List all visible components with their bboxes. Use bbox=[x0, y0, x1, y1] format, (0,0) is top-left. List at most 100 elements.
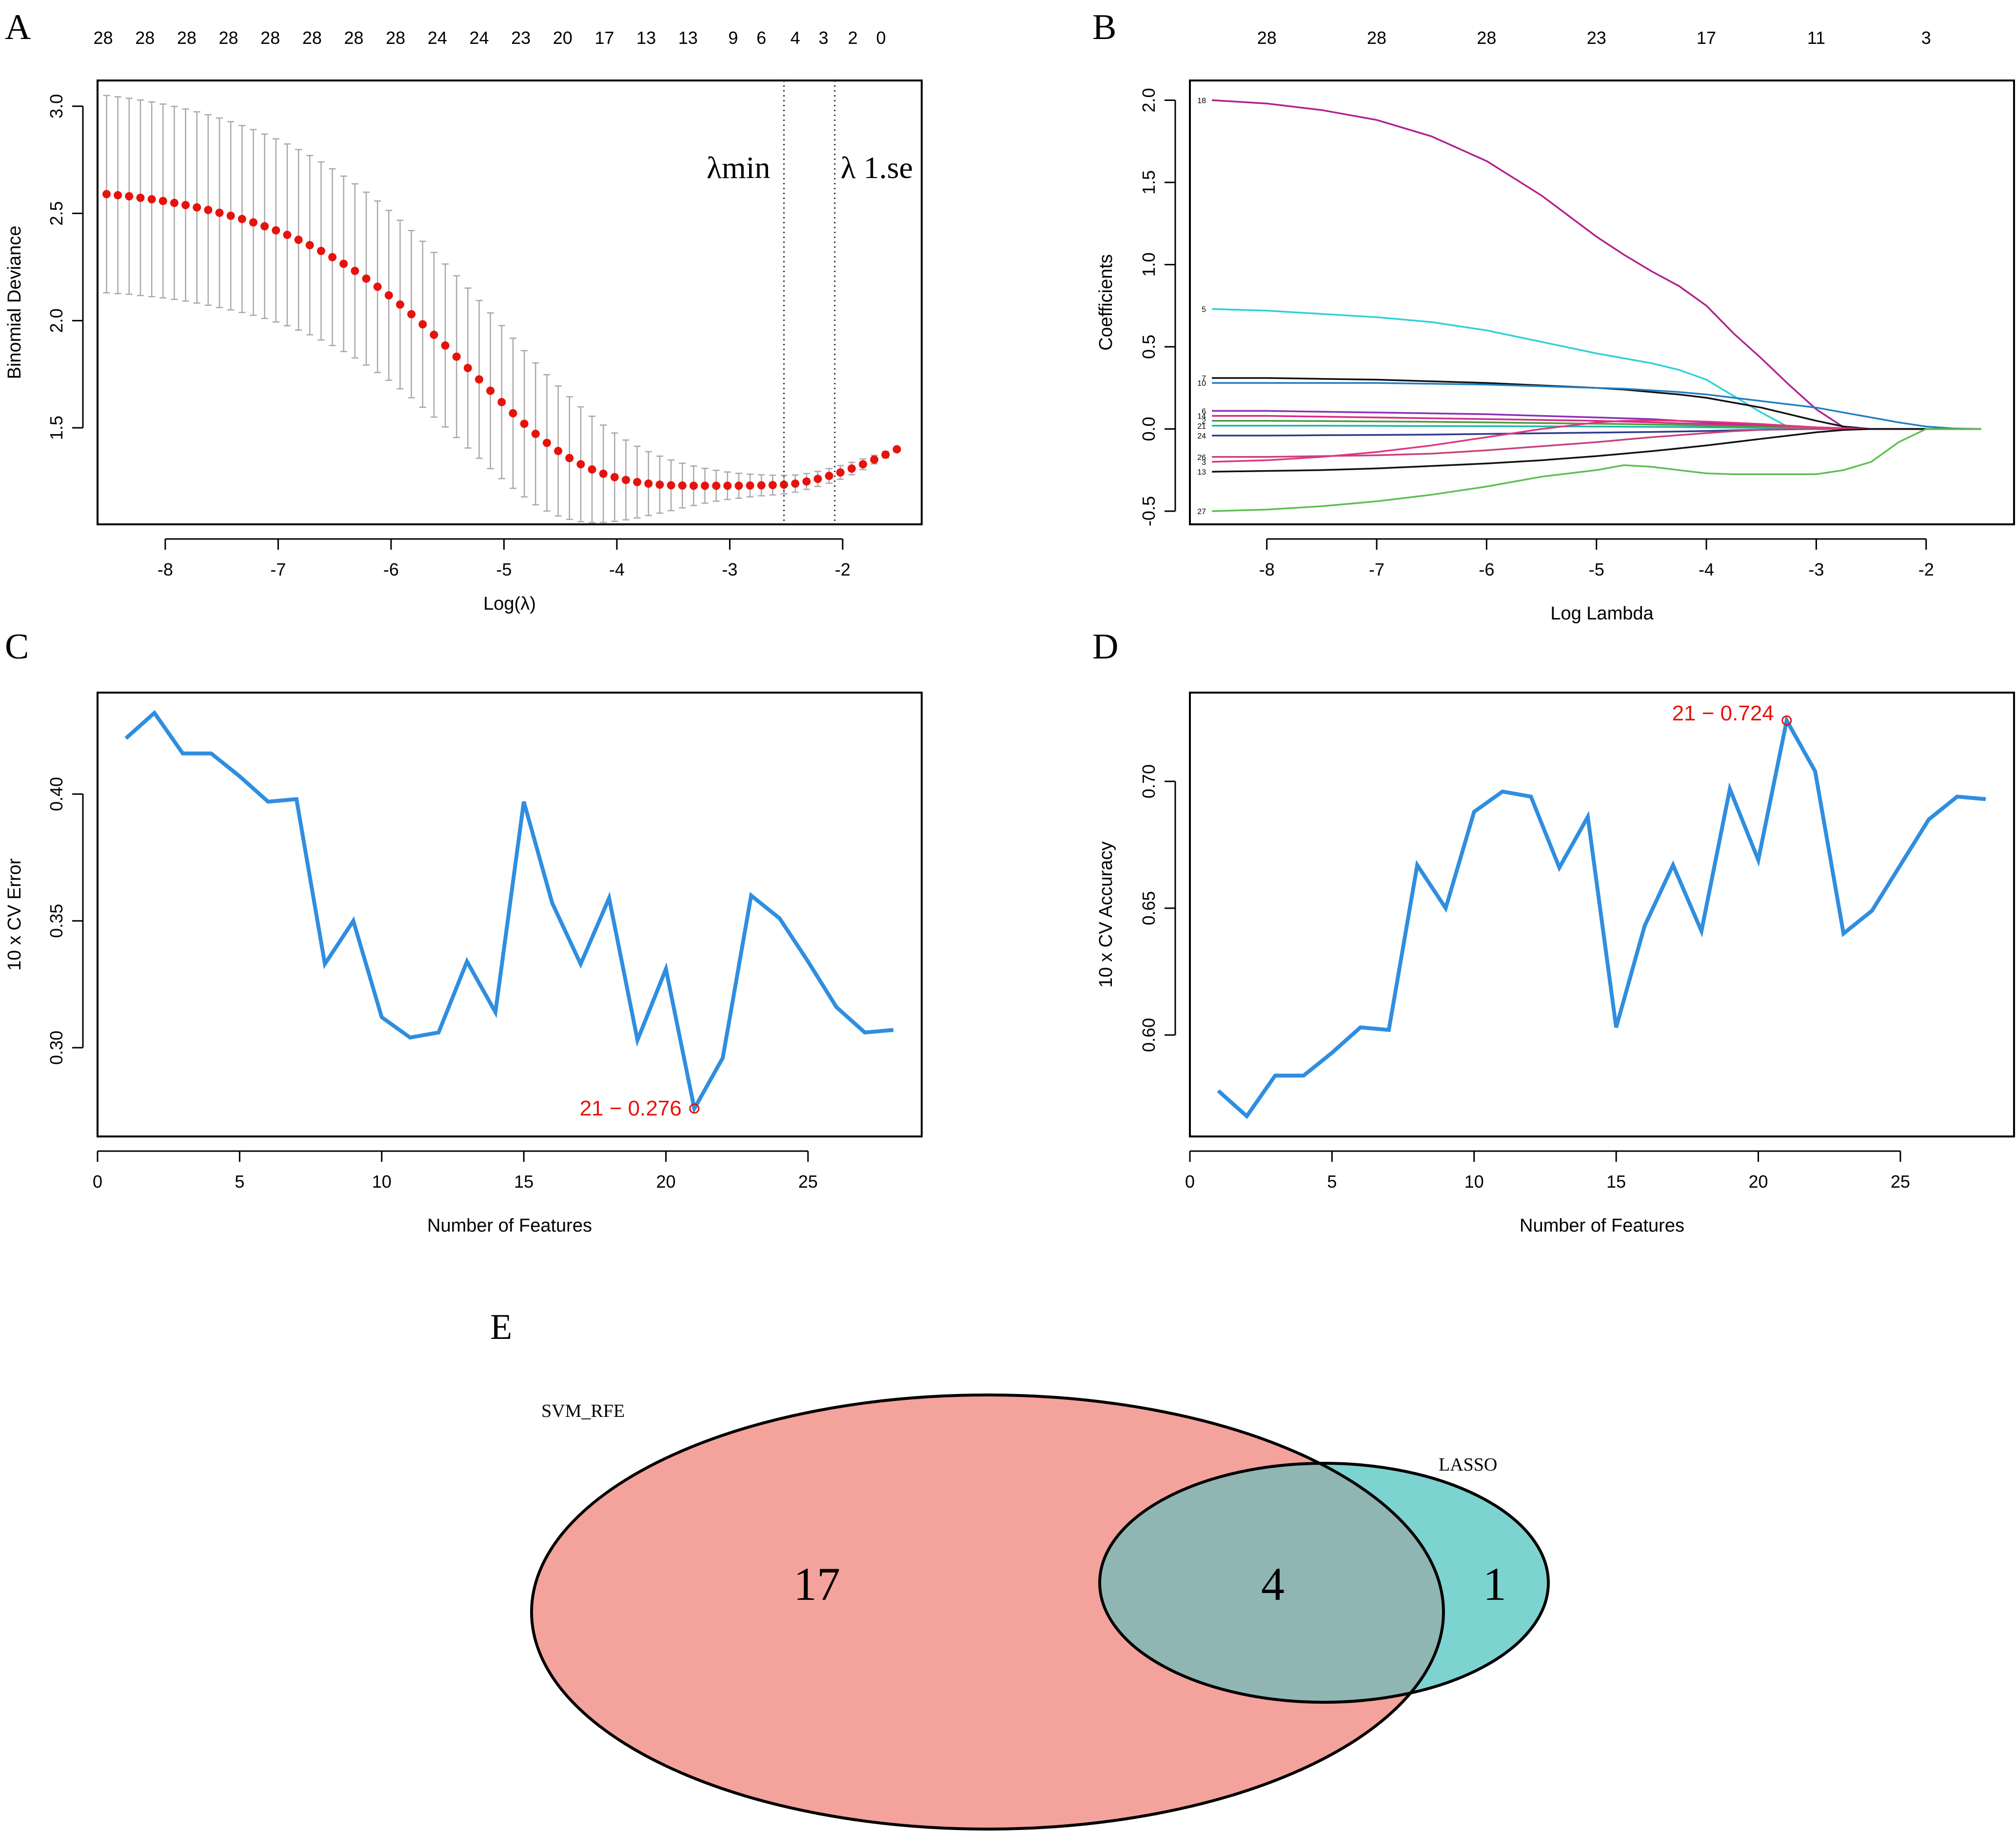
panel-d-point bbox=[1530, 796, 1532, 797]
deviance-point bbox=[520, 419, 529, 428]
deviance-point bbox=[316, 246, 325, 255]
panel-d-cv-accuracy: D 0 5 10 15 20 25 0.60 0.65 0.70 21 − 0.724 Num… bbox=[1092, 627, 2015, 1236]
panel-c-point bbox=[381, 1016, 382, 1018]
panel-a-top-tick-label: 28 bbox=[344, 28, 363, 48]
panel-c-point bbox=[494, 1012, 496, 1013]
deviance-point bbox=[441, 341, 450, 350]
panel-c-point bbox=[239, 776, 240, 777]
panel-d-point bbox=[1644, 925, 1645, 927]
deviance-point bbox=[599, 469, 608, 478]
panel-a-y-label: Binomial Deviance bbox=[4, 226, 25, 379]
panel-d-y-axis: 0.60 0.65 0.70 bbox=[1139, 764, 1176, 1052]
panel-d-plot-frame bbox=[1189, 692, 2015, 1137]
panel-c-y-axis: 0.30 0.35 0.40 bbox=[46, 777, 84, 1065]
deviance-point bbox=[621, 476, 630, 484]
panel-c-x-tick-label: 10 bbox=[372, 1172, 392, 1192]
panel-d-x-axis: 0 5 10 15 20 25 bbox=[1185, 1150, 1910, 1192]
panel-c-point bbox=[722, 1057, 724, 1058]
panel-a-top-tick-label: 2 bbox=[848, 28, 858, 48]
panel-d-point bbox=[1700, 930, 1702, 932]
panel-d-point bbox=[1672, 864, 1674, 866]
coefficient-path-label: 26 bbox=[1197, 454, 1206, 462]
deviance-point bbox=[430, 330, 438, 339]
deviance-point bbox=[114, 191, 122, 199]
deviance-point bbox=[633, 478, 642, 486]
panel-c-plot-frame bbox=[97, 692, 923, 1137]
deviance-point bbox=[193, 203, 201, 212]
panel-c-point bbox=[552, 902, 553, 904]
deviance-point bbox=[181, 200, 190, 209]
lambda-1se-label: λ 1.se bbox=[841, 150, 913, 185]
panel-d-highlight-marker bbox=[1781, 715, 1792, 726]
venn-count-svm-only: 17 bbox=[793, 1558, 840, 1610]
deviance-point bbox=[452, 352, 461, 361]
panel-letter-d: D bbox=[1092, 627, 1118, 667]
deviance-point bbox=[463, 364, 472, 373]
panel-b-x-tick-label: -4 bbox=[1699, 559, 1714, 579]
panel-a-x-tick-label: -7 bbox=[270, 559, 286, 579]
coefficient-path-label: 21 bbox=[1197, 422, 1206, 431]
panel-d-y-tick-label: 0.70 bbox=[1139, 764, 1159, 798]
panel-a-x-tick-label: -8 bbox=[158, 559, 173, 579]
panel-a-top-tick-label: 28 bbox=[135, 28, 155, 48]
panel-a-x-axis: -8 -7 -6 -5 -4 -3 -2 bbox=[158, 538, 850, 579]
deviance-point bbox=[362, 274, 371, 283]
panel-d-point bbox=[1786, 720, 1787, 721]
deviance-point bbox=[746, 481, 754, 490]
deviance-point bbox=[836, 468, 845, 477]
deviance-point bbox=[881, 450, 890, 459]
panel-a-top-tick-label: 13 bbox=[636, 28, 656, 48]
panel-letter-e: E bbox=[490, 1307, 512, 1347]
deviance-point bbox=[689, 481, 698, 490]
panel-c-point bbox=[267, 801, 269, 802]
coefficient-path-label: 27 bbox=[1197, 508, 1206, 516]
panel-c-point bbox=[324, 963, 326, 965]
panel-b-x-label: Log Lambda bbox=[1550, 603, 1654, 624]
deviance-point bbox=[226, 211, 235, 220]
panel-d-y-tick-label: 0.60 bbox=[1139, 1018, 1159, 1052]
panel-d-point bbox=[1587, 816, 1588, 817]
panel-a-top-tick-label: 23 bbox=[511, 28, 531, 48]
deviance-point bbox=[870, 455, 879, 464]
deviance-point bbox=[892, 445, 901, 454]
coefficient-path-label: 10 bbox=[1197, 379, 1206, 388]
deviance-point bbox=[655, 480, 664, 489]
panel-d-point bbox=[1417, 864, 1418, 866]
panel-a-top-axis: 28 28 28 28 28 28 28 28 24 24 23 20 17 13 13 9 6 4 3 2 0 bbox=[94, 28, 886, 48]
panel-b-y-tick-label: 0.5 bbox=[1139, 335, 1159, 359]
panel-c-point bbox=[353, 920, 354, 921]
panel-a-top-tick-label: 0 bbox=[876, 28, 886, 48]
panel-a-deviance-chart: A -8 -7 -6 -5 -4 -3 -2 1.5 2.0 2.5 3.0 28 28 28 28 28… bbox=[4, 7, 923, 614]
panel-a-top-tick-label: 28 bbox=[302, 28, 322, 48]
panel-a-y-tick-label: 3.0 bbox=[46, 94, 66, 119]
coefficient-path-label: 13 bbox=[1197, 468, 1206, 477]
panel-d-point bbox=[1445, 908, 1446, 909]
deviance-point bbox=[701, 481, 710, 490]
panel-a-points bbox=[102, 190, 901, 490]
panel-d-y-label: 10 x CV Accuracy bbox=[1096, 841, 1116, 988]
panel-a-x-tick-label: -4 bbox=[609, 559, 625, 579]
panel-letter-b: B bbox=[1092, 7, 1116, 47]
panel-c-series-line bbox=[124, 710, 894, 1115]
coefficient-path-label: 18 bbox=[1197, 97, 1206, 105]
panel-a-top-tick-label: 28 bbox=[177, 28, 197, 48]
deviance-point bbox=[712, 481, 721, 490]
deviance-point bbox=[531, 429, 540, 438]
panel-a-top-tick-label: 17 bbox=[594, 28, 614, 48]
deviance-point bbox=[723, 481, 732, 490]
panel-d-x-tick-label: 15 bbox=[1606, 1172, 1626, 1192]
panel-d-point bbox=[1559, 867, 1560, 868]
deviance-point bbox=[554, 447, 563, 456]
panel-d-x-tick-label: 25 bbox=[1891, 1172, 1910, 1192]
panel-a-top-tick-label: 28 bbox=[386, 28, 405, 48]
panel-d-point bbox=[1729, 788, 1731, 790]
panel-d-series-line bbox=[1217, 715, 1986, 1119]
panel-c-point bbox=[182, 753, 183, 754]
coefficient-path-label: 7 bbox=[1202, 375, 1206, 383]
panel-c-point bbox=[807, 961, 809, 962]
deviance-point bbox=[768, 481, 777, 490]
deviance-point bbox=[395, 300, 404, 309]
deviance-point bbox=[125, 192, 134, 200]
panel-a-y-axis: 1.5 2.0 2.5 3.0 bbox=[46, 94, 84, 440]
